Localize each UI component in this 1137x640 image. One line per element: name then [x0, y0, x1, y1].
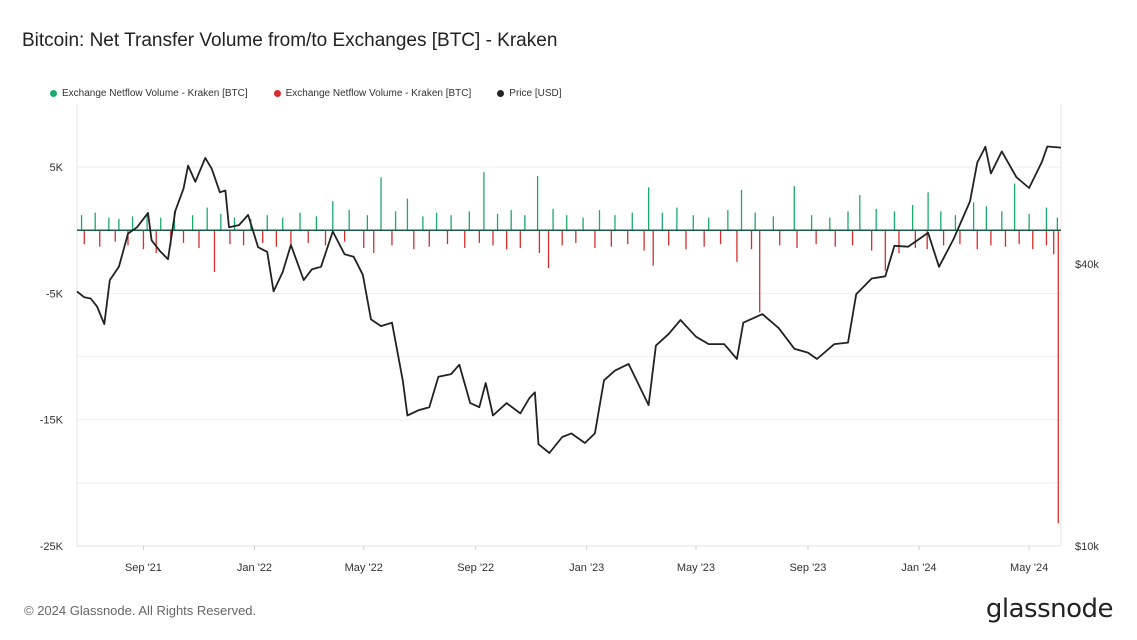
legend: Exchange Netflow Volume - Kraken [BTC] E… — [50, 88, 562, 99]
y-left-tick-label: -5K — [46, 288, 64, 300]
x-tick-label: Jan '22 — [237, 562, 272, 574]
x-tick-label: May '22 — [345, 562, 383, 574]
legend-item-outflow[interactable]: Exchange Netflow Volume - Kraken [BTC] — [273, 88, 472, 99]
legend-dot-price — [497, 90, 505, 97]
legend-label-price: Price [USD] — [509, 88, 562, 99]
chart-title: Bitcoin: Net Transfer Volume from/to Exc… — [22, 30, 558, 51]
legend-dot-inflow — [50, 90, 57, 97]
x-tick-label: Sep '23 — [789, 562, 826, 574]
x-tick-label: May '23 — [677, 562, 715, 574]
y-left-tick-label: -15K — [40, 415, 64, 427]
legend-label-outflow: Exchange Netflow Volume - Kraken [BTC] — [285, 88, 472, 99]
legend-dot-outflow — [273, 90, 281, 97]
y-left-tick-label: -25K — [40, 541, 64, 553]
x-tick-label: May '24 — [1010, 562, 1048, 574]
x-tick-label: Sep '21 — [125, 562, 162, 574]
x-tick-label: Jan '23 — [569, 562, 604, 574]
x-tick-label: Jan '24 — [901, 562, 936, 574]
y-right-tick-label: $10k — [1075, 541, 1099, 553]
x-tick-label: Sep '22 — [457, 562, 494, 574]
y-left-tick-label: 5K — [50, 162, 64, 174]
copyright-text: © 2024 Glassnode. All Rights Reserved. — [24, 603, 257, 618]
price-line — [76, 145, 1062, 454]
glassnode-logo: glassnode — [985, 594, 1114, 624]
y-right-tick-label: $40k — [1075, 259, 1099, 271]
legend-item-inflow[interactable]: Exchange Netflow Volume - Kraken [BTC] — [50, 88, 248, 99]
legend-label-inflow: Exchange Netflow Volume - Kraken [BTC] — [62, 88, 248, 99]
legend-item-price[interactable]: Price [USD] — [497, 88, 562, 99]
